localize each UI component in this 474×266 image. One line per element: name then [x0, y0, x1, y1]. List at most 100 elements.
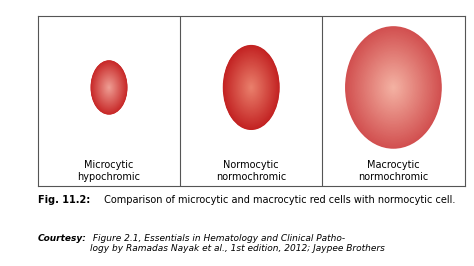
Ellipse shape: [355, 38, 432, 136]
Ellipse shape: [104, 80, 114, 95]
Ellipse shape: [93, 64, 125, 111]
Ellipse shape: [236, 64, 267, 111]
Ellipse shape: [389, 82, 398, 93]
Ellipse shape: [238, 68, 264, 107]
Ellipse shape: [99, 72, 119, 103]
Ellipse shape: [95, 67, 123, 108]
Ellipse shape: [101, 76, 117, 99]
Ellipse shape: [100, 75, 118, 100]
Ellipse shape: [100, 73, 118, 101]
Ellipse shape: [363, 49, 424, 126]
Text: Comparison of microcytic and macrocytic red cells with normocytic cell.: Comparison of microcytic and macrocytic …: [101, 195, 456, 205]
Ellipse shape: [96, 68, 122, 107]
Ellipse shape: [227, 51, 276, 124]
Ellipse shape: [236, 65, 266, 110]
Ellipse shape: [224, 47, 279, 128]
Ellipse shape: [234, 61, 269, 114]
Ellipse shape: [364, 50, 423, 125]
Ellipse shape: [244, 77, 258, 98]
Ellipse shape: [225, 49, 277, 126]
Ellipse shape: [92, 63, 126, 112]
Ellipse shape: [107, 84, 111, 90]
Ellipse shape: [384, 76, 402, 99]
Ellipse shape: [242, 74, 260, 101]
Ellipse shape: [230, 56, 272, 119]
Ellipse shape: [95, 67, 123, 108]
Ellipse shape: [385, 77, 401, 97]
Ellipse shape: [108, 86, 110, 89]
Ellipse shape: [230, 57, 272, 118]
Ellipse shape: [99, 72, 119, 103]
Ellipse shape: [391, 84, 396, 91]
Ellipse shape: [91, 62, 127, 113]
Ellipse shape: [378, 68, 409, 107]
Ellipse shape: [353, 36, 434, 139]
Ellipse shape: [250, 85, 253, 90]
Ellipse shape: [365, 51, 422, 124]
Ellipse shape: [391, 84, 396, 90]
Ellipse shape: [363, 48, 424, 127]
Ellipse shape: [352, 35, 435, 140]
Ellipse shape: [94, 66, 124, 109]
Ellipse shape: [240, 71, 262, 104]
Ellipse shape: [372, 61, 415, 114]
Ellipse shape: [228, 53, 274, 122]
Ellipse shape: [247, 82, 255, 93]
Text: Courtesy:: Courtesy:: [38, 234, 87, 243]
Ellipse shape: [237, 66, 265, 109]
Ellipse shape: [393, 87, 394, 88]
Ellipse shape: [377, 67, 410, 108]
Ellipse shape: [93, 64, 125, 111]
Ellipse shape: [357, 41, 429, 134]
Ellipse shape: [367, 54, 420, 121]
Ellipse shape: [100, 74, 118, 101]
Ellipse shape: [371, 58, 416, 117]
Ellipse shape: [235, 63, 267, 112]
Ellipse shape: [390, 83, 397, 92]
Ellipse shape: [239, 69, 264, 106]
Ellipse shape: [240, 72, 262, 103]
Ellipse shape: [92, 63, 126, 112]
Ellipse shape: [239, 70, 263, 105]
Ellipse shape: [100, 75, 118, 100]
Ellipse shape: [356, 40, 431, 135]
Ellipse shape: [386, 78, 401, 97]
Ellipse shape: [352, 35, 435, 140]
Ellipse shape: [97, 70, 121, 105]
Ellipse shape: [101, 76, 117, 99]
Ellipse shape: [243, 76, 259, 99]
Ellipse shape: [230, 56, 273, 119]
Ellipse shape: [96, 68, 122, 107]
Ellipse shape: [244, 76, 259, 99]
Ellipse shape: [91, 61, 127, 114]
Ellipse shape: [226, 50, 276, 125]
Ellipse shape: [381, 71, 406, 103]
Ellipse shape: [350, 32, 437, 143]
Ellipse shape: [249, 84, 253, 91]
Ellipse shape: [249, 85, 253, 90]
Ellipse shape: [102, 78, 116, 97]
Ellipse shape: [250, 86, 252, 89]
Ellipse shape: [97, 70, 121, 105]
Ellipse shape: [95, 67, 123, 107]
Ellipse shape: [380, 70, 407, 104]
Text: Microcytic
hypochromic: Microcytic hypochromic: [78, 160, 140, 182]
Ellipse shape: [361, 46, 426, 129]
Ellipse shape: [356, 39, 431, 136]
Ellipse shape: [373, 61, 414, 114]
Ellipse shape: [105, 81, 113, 94]
Text: Fig. 11.2:: Fig. 11.2:: [38, 195, 90, 205]
Ellipse shape: [103, 78, 115, 97]
Ellipse shape: [236, 65, 266, 110]
Ellipse shape: [245, 77, 258, 98]
Ellipse shape: [107, 85, 111, 90]
Ellipse shape: [248, 83, 254, 92]
Ellipse shape: [91, 61, 127, 114]
Ellipse shape: [232, 59, 270, 116]
Ellipse shape: [246, 80, 256, 95]
Ellipse shape: [102, 77, 116, 98]
Ellipse shape: [92, 62, 126, 113]
Ellipse shape: [348, 30, 439, 145]
Ellipse shape: [239, 69, 263, 106]
Ellipse shape: [223, 45, 279, 130]
